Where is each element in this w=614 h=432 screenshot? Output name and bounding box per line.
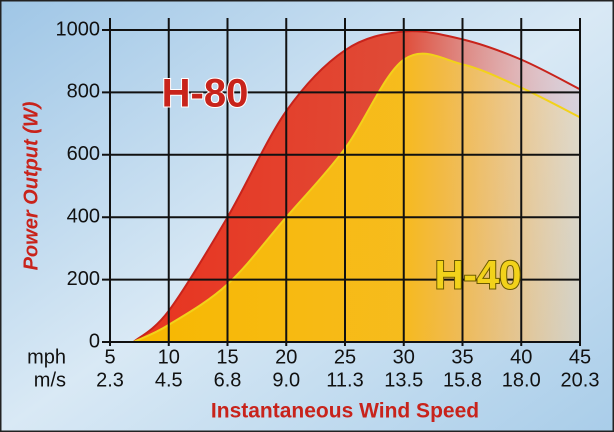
- series-label: H-40: [435, 254, 522, 298]
- x-secondary-tick-label: 9.0: [272, 369, 300, 391]
- x-secondary-tick-label: 6.8: [214, 369, 242, 391]
- x-tick-label: 45: [569, 346, 591, 368]
- y-tick-label: 800: [67, 81, 100, 103]
- x-tick-label: 5: [104, 346, 115, 368]
- x-secondary-tick-label: 4.5: [155, 369, 183, 391]
- x-tick-label: 10: [158, 346, 180, 368]
- x-tick-label: 20: [275, 346, 297, 368]
- x-secondary-tick-label: 2.3: [96, 369, 124, 391]
- x-secondary-tick-label: 20.3: [561, 369, 600, 391]
- series-label: H-80: [162, 72, 249, 116]
- x-secondary-tick-label: 13.5: [384, 369, 423, 391]
- y-axis-title: Power Output (W): [20, 101, 42, 270]
- plot: [102, 18, 581, 346]
- x-tick-label: 40: [510, 346, 532, 368]
- x-tick-label: 25: [334, 346, 356, 368]
- x-axis-title: Instantaneous Wind Speed: [211, 400, 479, 423]
- y-tick-label: 200: [67, 268, 100, 290]
- y-tick-label: 0: [89, 330, 100, 352]
- y-tick-label: 1000: [56, 18, 101, 40]
- x-secondary-tick-label: 18.0: [502, 369, 541, 391]
- x-tick-label: 35: [451, 346, 473, 368]
- x-secondary-tick-label: 15.8: [443, 369, 482, 391]
- x-secondary-unit-label: m/s: [34, 369, 66, 391]
- y-tick-label: 600: [67, 143, 100, 165]
- x-secondary-tick-label: 11.3: [326, 369, 363, 391]
- x-tick-label: 15: [216, 346, 238, 368]
- x-tick-label: 30: [393, 346, 415, 368]
- x-unit-label: mph: [27, 346, 66, 368]
- line: [132, 30, 581, 343]
- y-tick-label: 400: [67, 205, 100, 227]
- area: [133, 53, 580, 343]
